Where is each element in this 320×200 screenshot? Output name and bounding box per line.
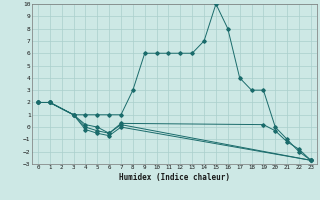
X-axis label: Humidex (Indice chaleur): Humidex (Indice chaleur)	[119, 173, 230, 182]
